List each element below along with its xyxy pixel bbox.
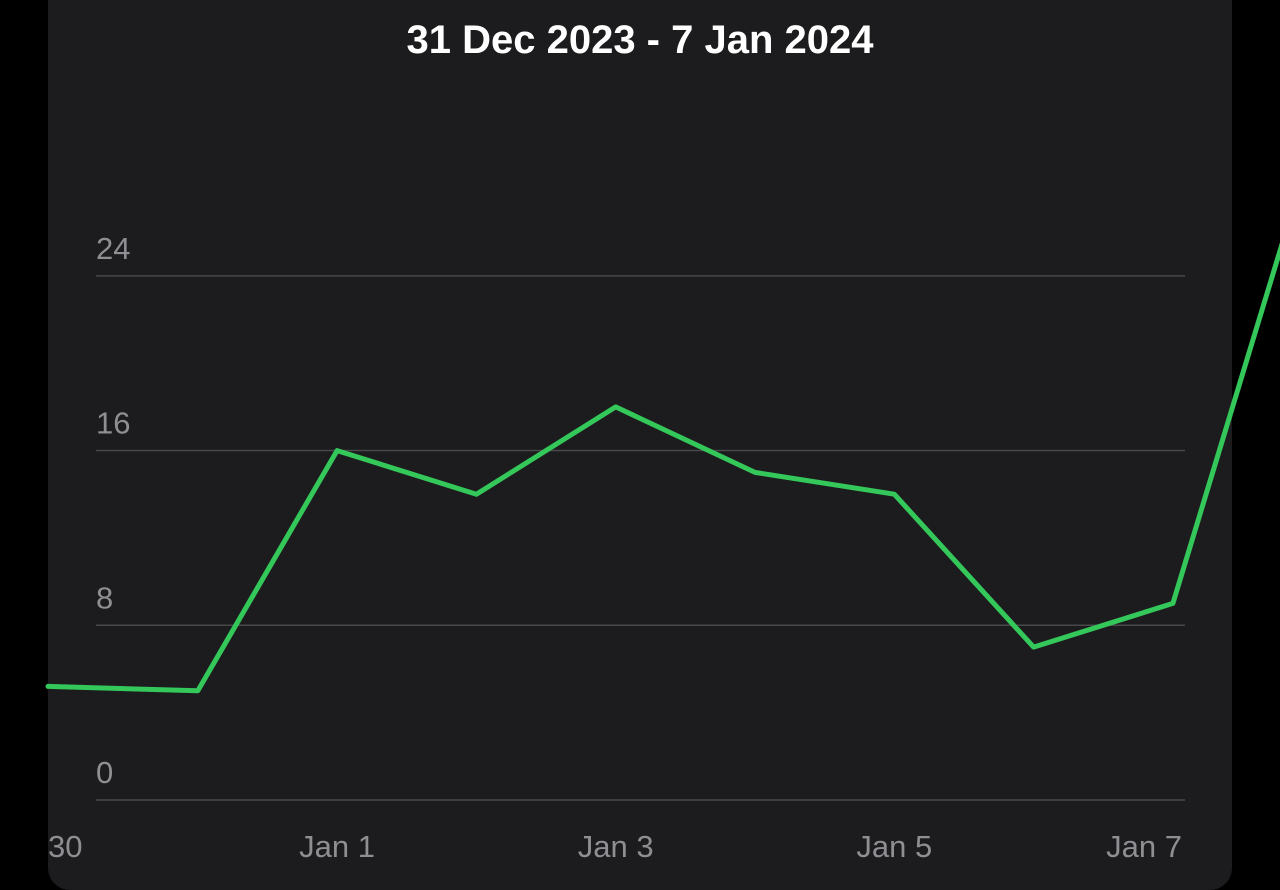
- grid-lines: [96, 275, 1185, 801]
- y-tick-label: 0: [96, 755, 113, 790]
- x-tick-label: 30: [48, 829, 82, 864]
- x-tick-label: Jan 1: [299, 829, 375, 864]
- x-tick-label: Jan 5: [856, 829, 932, 864]
- y-tick-label: 16: [96, 406, 130, 441]
- series-layer: [45, 242, 1280, 694]
- x-tick-label: Jan 3: [578, 829, 654, 864]
- y-tick-label: 24: [96, 231, 130, 266]
- y-axis-ticks: 0 8 16 24: [96, 231, 130, 790]
- series-line: [45, 242, 1280, 694]
- x-axis-ticks: 30 Jan 1 Jan 3 Jan 5 Jan 7: [48, 829, 1182, 864]
- line-chart: 0 8 16 24 30 Jan 1 Jan 3 Jan 5 Jan 7: [45, 231, 1280, 864]
- chart-title: 31 Dec 2023 - 7 Jan 2024: [406, 18, 874, 62]
- y-tick-label: 8: [96, 580, 113, 615]
- x-tick-label: Jan 7: [1106, 829, 1182, 864]
- chart-card: [48, 0, 1232, 890]
